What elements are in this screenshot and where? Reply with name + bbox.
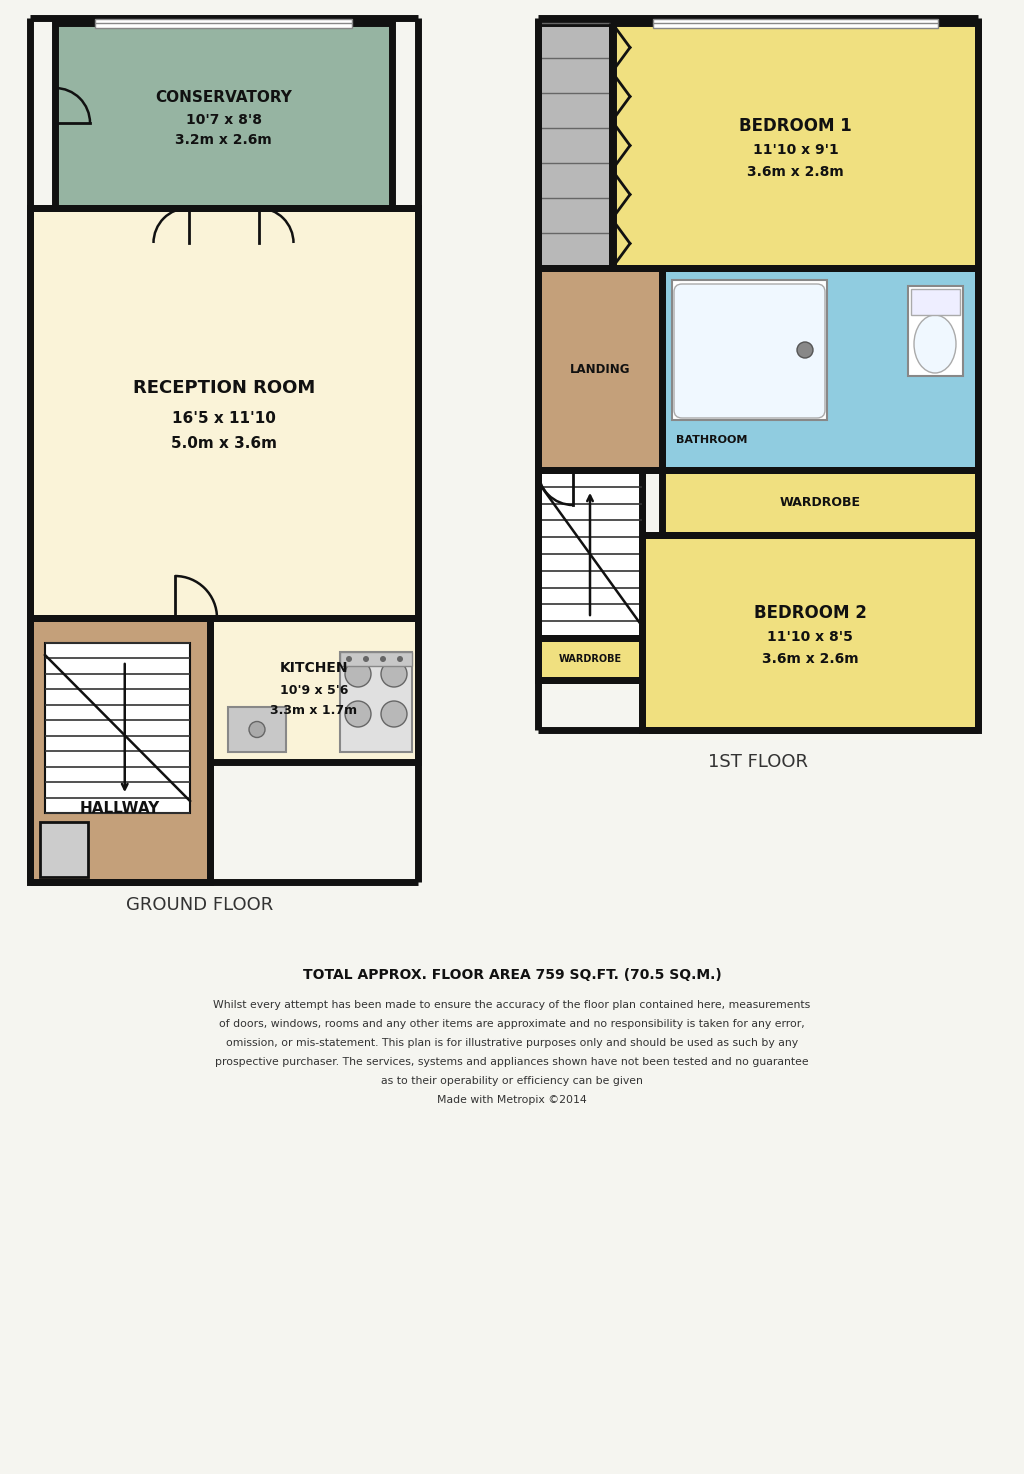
Circle shape	[397, 656, 403, 662]
Circle shape	[381, 702, 407, 727]
Bar	[538, 638, 642, 680]
Bar	[538, 24, 612, 268]
Bar	[653, 19, 938, 28]
Bar	[911, 289, 961, 315]
Text: KITCHEN: KITCHEN	[280, 660, 348, 675]
Circle shape	[249, 721, 265, 737]
Text: BEDROOM 1: BEDROOM 1	[739, 116, 852, 134]
Text: 3.3m x 1.7m: 3.3m x 1.7m	[270, 703, 357, 716]
Circle shape	[381, 660, 407, 687]
Text: 5.0m x 3.6m: 5.0m x 3.6m	[171, 435, 278, 451]
Bar	[95, 19, 352, 28]
Bar	[613, 24, 978, 268]
FancyBboxPatch shape	[674, 284, 825, 419]
Text: RECEPTION ROOM: RECEPTION ROOM	[133, 379, 315, 397]
Circle shape	[346, 656, 352, 662]
Bar	[538, 268, 662, 470]
Text: 3.6m x 2.8m: 3.6m x 2.8m	[748, 165, 844, 178]
Text: WARDROBE: WARDROBE	[779, 495, 860, 509]
Text: 16'5 x 11'10: 16'5 x 11'10	[172, 410, 275, 426]
Bar	[538, 470, 642, 638]
Bar	[210, 618, 418, 762]
Ellipse shape	[914, 315, 956, 373]
Text: CONSERVATORY: CONSERVATORY	[155, 90, 292, 105]
Text: LANDING: LANDING	[569, 363, 630, 376]
Text: HALLWAY: HALLWAY	[80, 800, 160, 815]
Text: as to their operability or efficiency can be given: as to their operability or efficiency ca…	[381, 1076, 643, 1086]
Text: 11'10 x 8'5: 11'10 x 8'5	[767, 629, 853, 644]
Text: Made with Metropix ©2014: Made with Metropix ©2014	[437, 1095, 587, 1106]
Text: 11'10 x 9'1: 11'10 x 9'1	[753, 143, 839, 156]
Text: 10'7 x 8'8: 10'7 x 8'8	[185, 112, 261, 127]
Bar	[662, 268, 978, 470]
Text: BATHROOM: BATHROOM	[676, 435, 748, 445]
Text: TOTAL APPROX. FLOOR AREA 759 SQ.FT. (70.5 SQ.M.): TOTAL APPROX. FLOOR AREA 759 SQ.FT. (70.…	[303, 968, 721, 982]
Bar	[908, 286, 963, 376]
Bar	[662, 470, 978, 535]
Bar	[538, 470, 642, 638]
Circle shape	[345, 702, 371, 727]
Bar	[340, 652, 412, 752]
Circle shape	[797, 342, 813, 358]
Text: Whilst every attempt has been made to ensure the accuracy of the floor plan cont: Whilst every attempt has been made to en…	[213, 999, 811, 1010]
Bar	[642, 535, 978, 730]
Text: of doors, windows, rooms and any other items are approximate and no responsibili: of doors, windows, rooms and any other i…	[219, 1019, 805, 1029]
Text: GROUND FLOOR: GROUND FLOOR	[126, 896, 273, 914]
Bar	[55, 24, 392, 208]
Bar	[30, 208, 418, 618]
Text: BEDROOM 2: BEDROOM 2	[754, 603, 866, 622]
Text: 10'9 x 5'6: 10'9 x 5'6	[280, 684, 348, 697]
Text: prospective purchaser. The services, systems and appliances shown have not been : prospective purchaser. The services, sys…	[215, 1057, 809, 1067]
Text: 3.6m x 2.6m: 3.6m x 2.6m	[762, 652, 858, 665]
Bar	[40, 822, 88, 877]
Circle shape	[362, 656, 369, 662]
Text: 3.2m x 2.6m: 3.2m x 2.6m	[175, 133, 272, 146]
Circle shape	[380, 656, 386, 662]
Bar	[30, 618, 210, 881]
Text: WARDROBE: WARDROBE	[558, 654, 622, 663]
Circle shape	[345, 660, 371, 687]
Bar	[228, 708, 286, 752]
Bar	[45, 643, 190, 814]
Bar	[672, 280, 827, 420]
Bar	[340, 652, 412, 666]
Text: 1ST FLOOR: 1ST FLOOR	[708, 753, 808, 771]
Text: omission, or mis-statement. This plan is for illustrative purposes only and shou: omission, or mis-statement. This plan is…	[226, 1038, 798, 1048]
